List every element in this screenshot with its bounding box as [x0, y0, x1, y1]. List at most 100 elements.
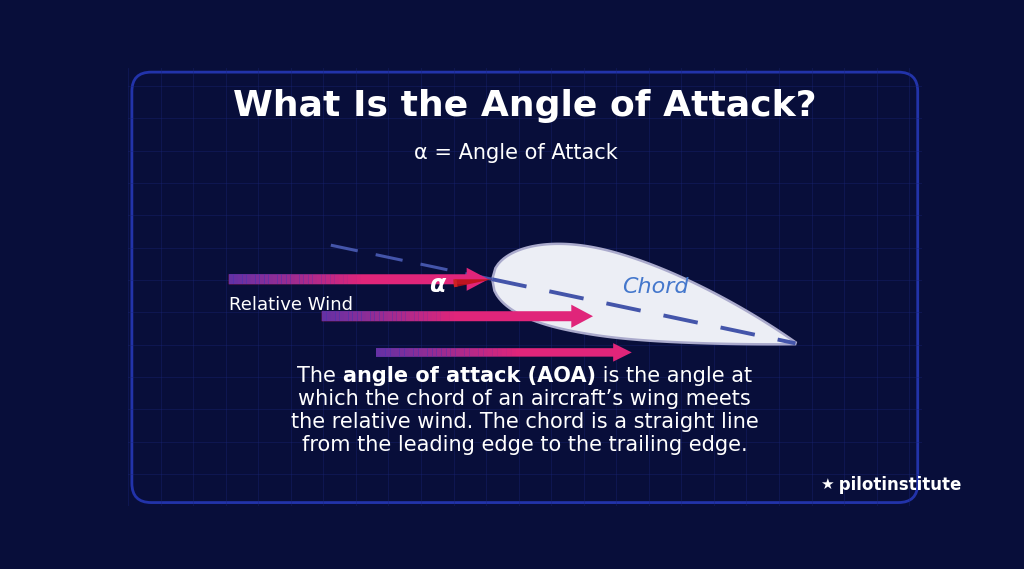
Bar: [390, 348, 395, 357]
Bar: [299, 274, 304, 284]
Bar: [268, 274, 273, 284]
Bar: [351, 274, 357, 284]
Bar: [388, 311, 393, 321]
FancyBboxPatch shape: [132, 72, 918, 502]
Bar: [474, 348, 479, 357]
Bar: [383, 311, 388, 321]
Bar: [399, 348, 404, 357]
Bar: [326, 274, 331, 284]
Bar: [506, 348, 512, 357]
Bar: [321, 274, 326, 284]
Bar: [469, 348, 474, 357]
Bar: [502, 348, 507, 357]
Bar: [379, 311, 384, 321]
Bar: [272, 274, 278, 284]
Bar: [370, 311, 375, 321]
Bar: [347, 274, 352, 284]
Bar: [352, 311, 357, 321]
Bar: [348, 311, 353, 321]
FancyArrow shape: [322, 304, 593, 328]
Bar: [423, 348, 428, 357]
Bar: [511, 348, 516, 357]
Bar: [414, 311, 419, 321]
Bar: [326, 311, 332, 321]
Bar: [478, 348, 483, 357]
Bar: [440, 311, 445, 321]
Bar: [308, 274, 313, 284]
Bar: [436, 348, 442, 357]
Bar: [233, 274, 239, 284]
Bar: [255, 274, 260, 284]
Bar: [497, 348, 503, 357]
Bar: [344, 311, 349, 321]
Text: ★: ★: [820, 477, 834, 492]
Bar: [431, 311, 436, 321]
Bar: [427, 348, 432, 357]
Bar: [247, 274, 252, 284]
Bar: [361, 311, 367, 321]
Text: Chord: Chord: [623, 277, 689, 296]
Bar: [334, 274, 339, 284]
Bar: [493, 348, 498, 357]
Bar: [303, 274, 308, 284]
Bar: [381, 348, 386, 357]
Bar: [450, 311, 455, 321]
Bar: [400, 311, 406, 321]
Text: The: The: [298, 365, 343, 386]
Bar: [483, 348, 488, 357]
Bar: [343, 274, 348, 284]
Bar: [339, 311, 344, 321]
Bar: [228, 274, 233, 284]
Text: Relative Wind: Relative Wind: [228, 296, 352, 314]
Polygon shape: [455, 279, 493, 287]
Bar: [409, 348, 414, 357]
Bar: [286, 274, 291, 284]
Bar: [460, 348, 465, 357]
Bar: [242, 274, 247, 284]
Bar: [251, 274, 256, 284]
Bar: [259, 274, 264, 284]
Bar: [414, 348, 419, 357]
Text: pilotinstitute: pilotinstitute: [834, 476, 962, 494]
Bar: [423, 311, 428, 321]
Bar: [385, 348, 391, 357]
Bar: [376, 348, 381, 357]
Bar: [339, 274, 344, 284]
Bar: [356, 274, 361, 284]
Bar: [322, 311, 327, 321]
Bar: [366, 311, 371, 321]
Bar: [451, 348, 456, 357]
Polygon shape: [493, 244, 796, 344]
Bar: [278, 274, 283, 284]
Bar: [445, 348, 452, 357]
Bar: [295, 274, 300, 284]
Bar: [418, 348, 423, 357]
Bar: [392, 311, 397, 321]
Text: What Is the Angle of Attack?: What Is the Angle of Attack?: [233, 89, 816, 123]
Bar: [436, 311, 441, 321]
Bar: [396, 311, 401, 321]
Bar: [375, 311, 380, 321]
Bar: [410, 311, 415, 321]
Bar: [312, 274, 317, 284]
Bar: [282, 274, 287, 284]
Text: α: α: [429, 273, 444, 297]
FancyArrow shape: [376, 343, 632, 362]
Bar: [394, 348, 400, 357]
Bar: [432, 348, 437, 357]
Bar: [238, 274, 243, 284]
Bar: [403, 348, 410, 357]
Bar: [264, 274, 269, 284]
Bar: [455, 348, 461, 357]
Text: the relative wind. The chord is a straight line: the relative wind. The chord is a straig…: [291, 412, 759, 432]
Bar: [316, 274, 322, 284]
Bar: [330, 274, 335, 284]
Bar: [406, 311, 411, 321]
Bar: [427, 311, 432, 321]
Bar: [335, 311, 340, 321]
Bar: [444, 311, 450, 321]
Text: angle of attack (AOA): angle of attack (AOA): [343, 365, 596, 386]
Text: from the leading edge to the trailing edge.: from the leading edge to the trailing ed…: [302, 435, 748, 455]
Bar: [331, 311, 336, 321]
FancyArrow shape: [228, 267, 488, 291]
